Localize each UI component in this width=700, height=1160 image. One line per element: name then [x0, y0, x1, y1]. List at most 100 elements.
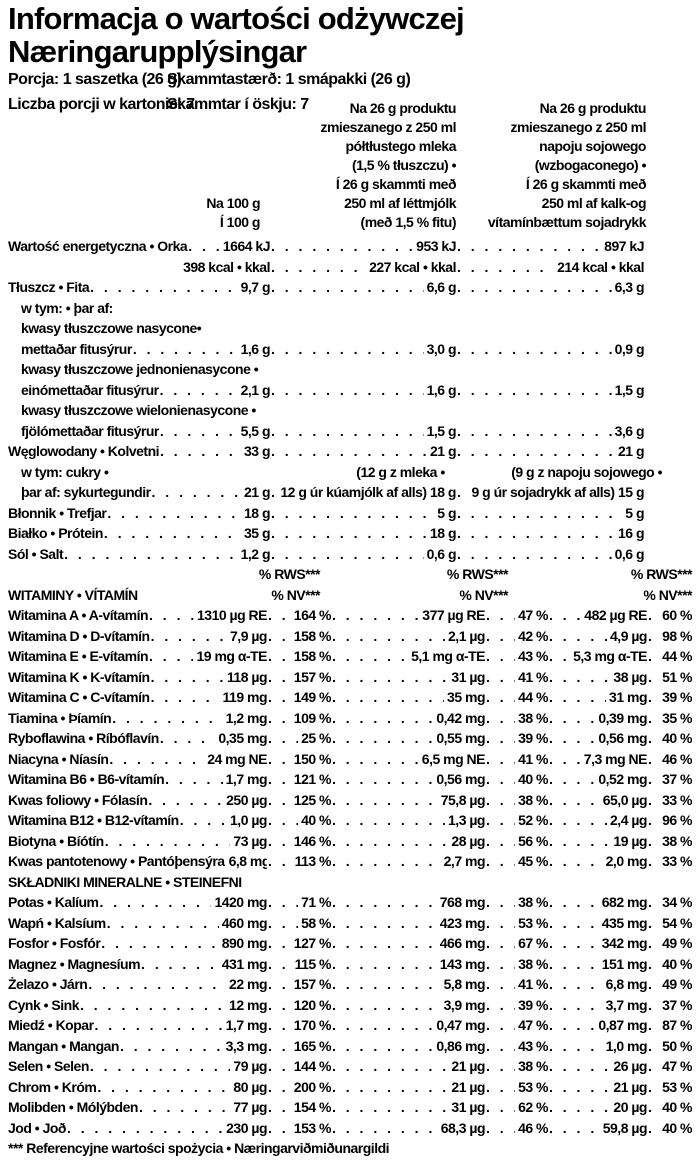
- milk-amount-cell: 35 mg: [331, 687, 485, 708]
- soy-amount-cell: 151 mg: [548, 954, 647, 975]
- dot-leader: [268, 810, 298, 831]
- dot-leader: [486, 749, 515, 770]
- dot-leader: [648, 626, 659, 647]
- milk-percent-cell: 42 %: [485, 626, 548, 647]
- table-row: Kwas foliowy • Fólasín 250 µg 125 % 75,8 µg…: [8, 790, 692, 811]
- dot-leader: [486, 769, 515, 790]
- per100-amount: 3,3 mg: [225, 1037, 267, 1054]
- dot-leader: [549, 769, 595, 790]
- dot-leader: [268, 708, 291, 729]
- dot-leader: [549, 667, 610, 688]
- dot-leader: [648, 728, 659, 749]
- milk-percent: 38 %: [518, 1058, 548, 1074]
- row-label: fjölómettaðar fitusýrur: [21, 422, 159, 439]
- dot-leader: [268, 913, 298, 934]
- dot-leader: [268, 728, 298, 749]
- dot-leader: [648, 995, 659, 1016]
- per100-amount-cell: Chrom • Króm 80 µg: [8, 1077, 267, 1098]
- per100-amount: 80 µg: [233, 1078, 267, 1095]
- milk-amount: 6,5 mg NE: [421, 750, 485, 767]
- row-label: Biotyna • Bíótín: [8, 832, 104, 849]
- per100-percent-cell: 149 %: [267, 687, 331, 708]
- per100-amount-cell: Witamina B6 • B6-vítamín 1,7 mg: [8, 769, 267, 790]
- soy-amount-cell: 7,3 mg NE: [548, 749, 647, 770]
- per100-cell: einómettaðar fitusýrur 2,1 g: [8, 380, 270, 401]
- per100-percent: 144 %: [293, 1058, 331, 1074]
- row-label: Jod • Joð: [8, 1119, 66, 1136]
- table-row: Wapń • Kalsíum 460 mg 58 % 423 mg 53 % 435 mg…: [8, 913, 692, 934]
- table-row: Witamina D • D-vítamín 7,9 µg 158 % 2,1 µg 4…: [8, 626, 692, 647]
- serving-size-pl: Porcja: 1 saszetka (26 g): [8, 71, 182, 88]
- dot-leader: [648, 790, 659, 811]
- dot-leader: [457, 441, 615, 462]
- row-label: Cynk • Sink: [8, 996, 79, 1013]
- page-title-line-pl: Informacja o wartości odżywczej: [8, 1, 465, 36]
- dot-leader: [648, 1118, 659, 1139]
- dot-leader: [549, 995, 603, 1016]
- dot-leader: [648, 708, 659, 729]
- milk-amount: 5,1 mg α-TE: [411, 648, 485, 664]
- label-cell: kwasy tłuszczowe jednonienasycone •: [8, 359, 692, 380]
- soy-amount: 0,87 mg: [598, 1017, 647, 1033]
- dot-leader: [486, 1056, 515, 1077]
- milk-cell: 1,5 g: [270, 421, 456, 442]
- dot-leader: [332, 913, 437, 934]
- label-cell: kwasy tłuszczowe wielonienasycone •: [8, 400, 692, 421]
- milk-cell: 6,6 g: [270, 277, 456, 298]
- soy-percent: 46 %: [662, 750, 692, 767]
- soy-percent-cell: 47 %: [647, 1056, 692, 1077]
- dot-leader: [648, 810, 659, 831]
- per100-percent: 120 %: [293, 996, 331, 1013]
- per100-amount-cell: Witamina E • E-vítamín 19 mg α-TE: [8, 646, 267, 667]
- milk-cell: 1,6 g: [270, 380, 456, 401]
- milk-percent: 53 %: [518, 914, 548, 931]
- column-header-line: Í 26 g skammti með: [335, 176, 457, 192]
- table-row: Miedź • Kopar 1,7 mg 170 % 0,47 mg 47 % 0,87 …: [8, 1015, 692, 1036]
- dot-leader: [648, 1097, 659, 1118]
- soy-value: 214 kcal • kkal: [557, 258, 644, 275]
- milk-amount: 423 mg: [439, 914, 485, 931]
- soy-percent-cell: 33 %: [647, 790, 692, 811]
- dot-leader: [486, 810, 515, 831]
- dot-leader: [648, 749, 659, 770]
- per100-amount-cell: Fosfor • Fosfór 890 mg: [8, 933, 267, 954]
- label-cell: w tym: cukry •: [8, 462, 263, 483]
- per100-percent: 109 %: [293, 709, 331, 726]
- dot-leader: [486, 892, 515, 913]
- soy-percent: 39 %: [662, 689, 692, 705]
- milk-percent-cell: 53 %: [485, 1077, 548, 1098]
- milk-percent-cell: 38 %: [485, 954, 548, 975]
- dot-leader: [160, 441, 241, 462]
- milk-percent-cell: 67 %: [485, 933, 548, 954]
- milk-percent-cell: 38 %: [485, 892, 548, 913]
- soy-percent-cell: 96 %: [647, 810, 692, 831]
- dot-leader: [457, 523, 615, 544]
- soy-value: 1,5 g: [614, 381, 644, 398]
- column-header-line: (1,5 % tłuszczu) •: [351, 157, 457, 173]
- soy-amount: 682 mg: [601, 894, 647, 910]
- dot-leader: [332, 728, 433, 749]
- dot-leader: [268, 892, 298, 913]
- row-label: Potas • Kalíum: [8, 894, 99, 910]
- milk-percent-cell: 47 %: [485, 1015, 548, 1036]
- per100-percent: 113 %: [294, 853, 331, 869]
- dot-leader: [549, 728, 595, 749]
- milk-amount: 68,3 µg: [440, 1119, 485, 1136]
- soy-percent-cell: 38 %: [647, 831, 692, 852]
- soy-amount-cell: 4,9 µg: [548, 626, 647, 647]
- milk-amount: 1,3 µg: [448, 812, 485, 828]
- table-row: þar af: sykurtegundir 21 g 12 g úr kúamjól…: [8, 482, 692, 503]
- dot-leader: [549, 954, 599, 975]
- table-row: Sól • Salt 1,2 g 0,6 g 0,6 g: [8, 544, 692, 565]
- dot-leader: [549, 646, 570, 667]
- dot-leader: [160, 380, 238, 401]
- soy-amount: 5,3 mg α-TE: [573, 648, 647, 664]
- milk-amount-cell: 0,42 mg: [331, 708, 485, 729]
- milk-value: 1,5 g: [426, 422, 456, 439]
- milk-percent: 38 %: [518, 709, 548, 726]
- table-row: Węglowodany • Kolvetni 33 g 21 g 21 g: [8, 441, 692, 462]
- soy-percent: 98 %: [662, 627, 692, 644]
- milk-percent: 38 %: [518, 791, 548, 808]
- column-header-soy: Na 26 g produktu zmieszanego z 250 ml napo…: [436, 99, 647, 232]
- per100-percent-cell: 125 %: [267, 790, 331, 811]
